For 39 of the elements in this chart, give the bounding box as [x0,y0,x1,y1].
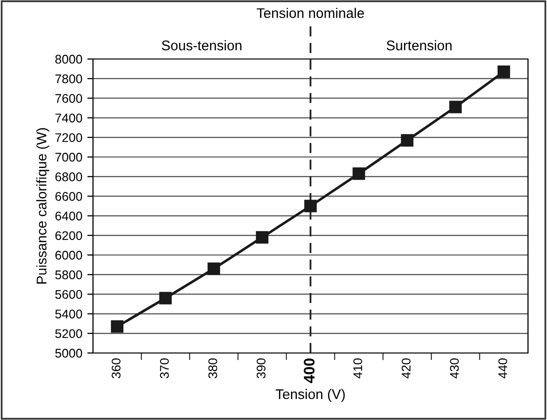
y-tick-label: 6400 [55,212,82,220]
x-tick-label: 440 [498,358,508,378]
point [449,100,462,114]
x-tick-label: 390 [256,358,266,378]
y-tick-label: 7000 [55,152,82,162]
ref-line-label: Tension nominale [256,8,364,18]
point [352,167,366,180]
y-tick-label: 6800 [55,172,82,182]
y-tick-label: 5400 [55,310,82,318]
point [159,292,172,304]
y-tick-label: 5800 [55,270,82,280]
text: Sous-tension [162,40,242,50]
x-tick-label: 360 [112,358,121,378]
y-tick-label: 5600 [55,290,82,299]
y-axis-title: Puissance calorifique (W) [36,128,50,284]
point [304,200,317,212]
y-tick-label: 5000 [55,348,82,358]
y-tick-label: 7600 [55,94,82,103]
y-tick-label: 7400 [55,114,82,122]
y-tick-label: 5200 [55,329,82,338]
y-tick-label: 6600 [55,192,82,201]
point [400,134,414,147]
x-tick-label: 370 [160,358,169,378]
x-tick-label: 430 [450,358,459,378]
point [498,65,510,78]
y-tick-label: 8000 [55,54,82,64]
x-axis-title: Tension (V) [276,388,345,402]
y-tick-label: 6200 [55,231,82,240]
y-tick-label: 7800 [55,74,82,84]
y-tick-label: 7200 [55,133,82,142]
x-tick-label: 380 [208,358,218,378]
point [256,231,268,244]
point [208,262,220,275]
x-tick-label: 410 [353,358,362,378]
text: Surtension [386,40,452,50]
point [110,320,124,333]
x-tick-label: 420 [402,358,411,378]
x-tick-label: 400 [304,358,315,384]
y-tick-label: 6000 [55,250,82,260]
